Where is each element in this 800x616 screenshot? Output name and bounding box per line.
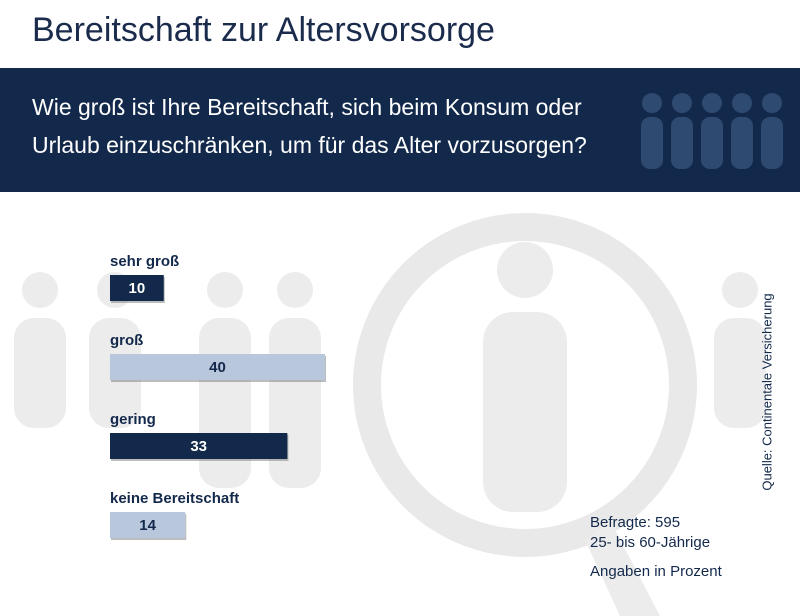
bar — [110, 433, 288, 459]
value-label: 14 — [139, 517, 156, 534]
banner-figures — [641, 93, 783, 169]
bar — [110, 354, 325, 380]
value-label: 40 — [209, 359, 226, 376]
bar — [110, 275, 164, 301]
note: 25- bis 60-Jährige — [590, 534, 710, 551]
value-label: 33 — [190, 438, 207, 455]
note: Angaben in Prozent — [590, 563, 723, 580]
banner — [0, 68, 800, 192]
category-label: groß — [110, 332, 143, 349]
source: Quelle: Continentale Versicherung — [759, 293, 774, 490]
category-label: keine Bereitschaft — [110, 490, 239, 507]
category-label: sehr groß — [110, 253, 179, 270]
chart-title: Bereitschaft zur Altersvorsorge — [32, 11, 495, 49]
category-label: gering — [110, 411, 156, 428]
value-label: 10 — [129, 280, 146, 297]
bar — [110, 512, 186, 538]
subtitle: Wie groß ist Ihre Bereitschaft, sich bei… — [32, 94, 587, 158]
note: Befragte: 595 — [590, 514, 680, 531]
